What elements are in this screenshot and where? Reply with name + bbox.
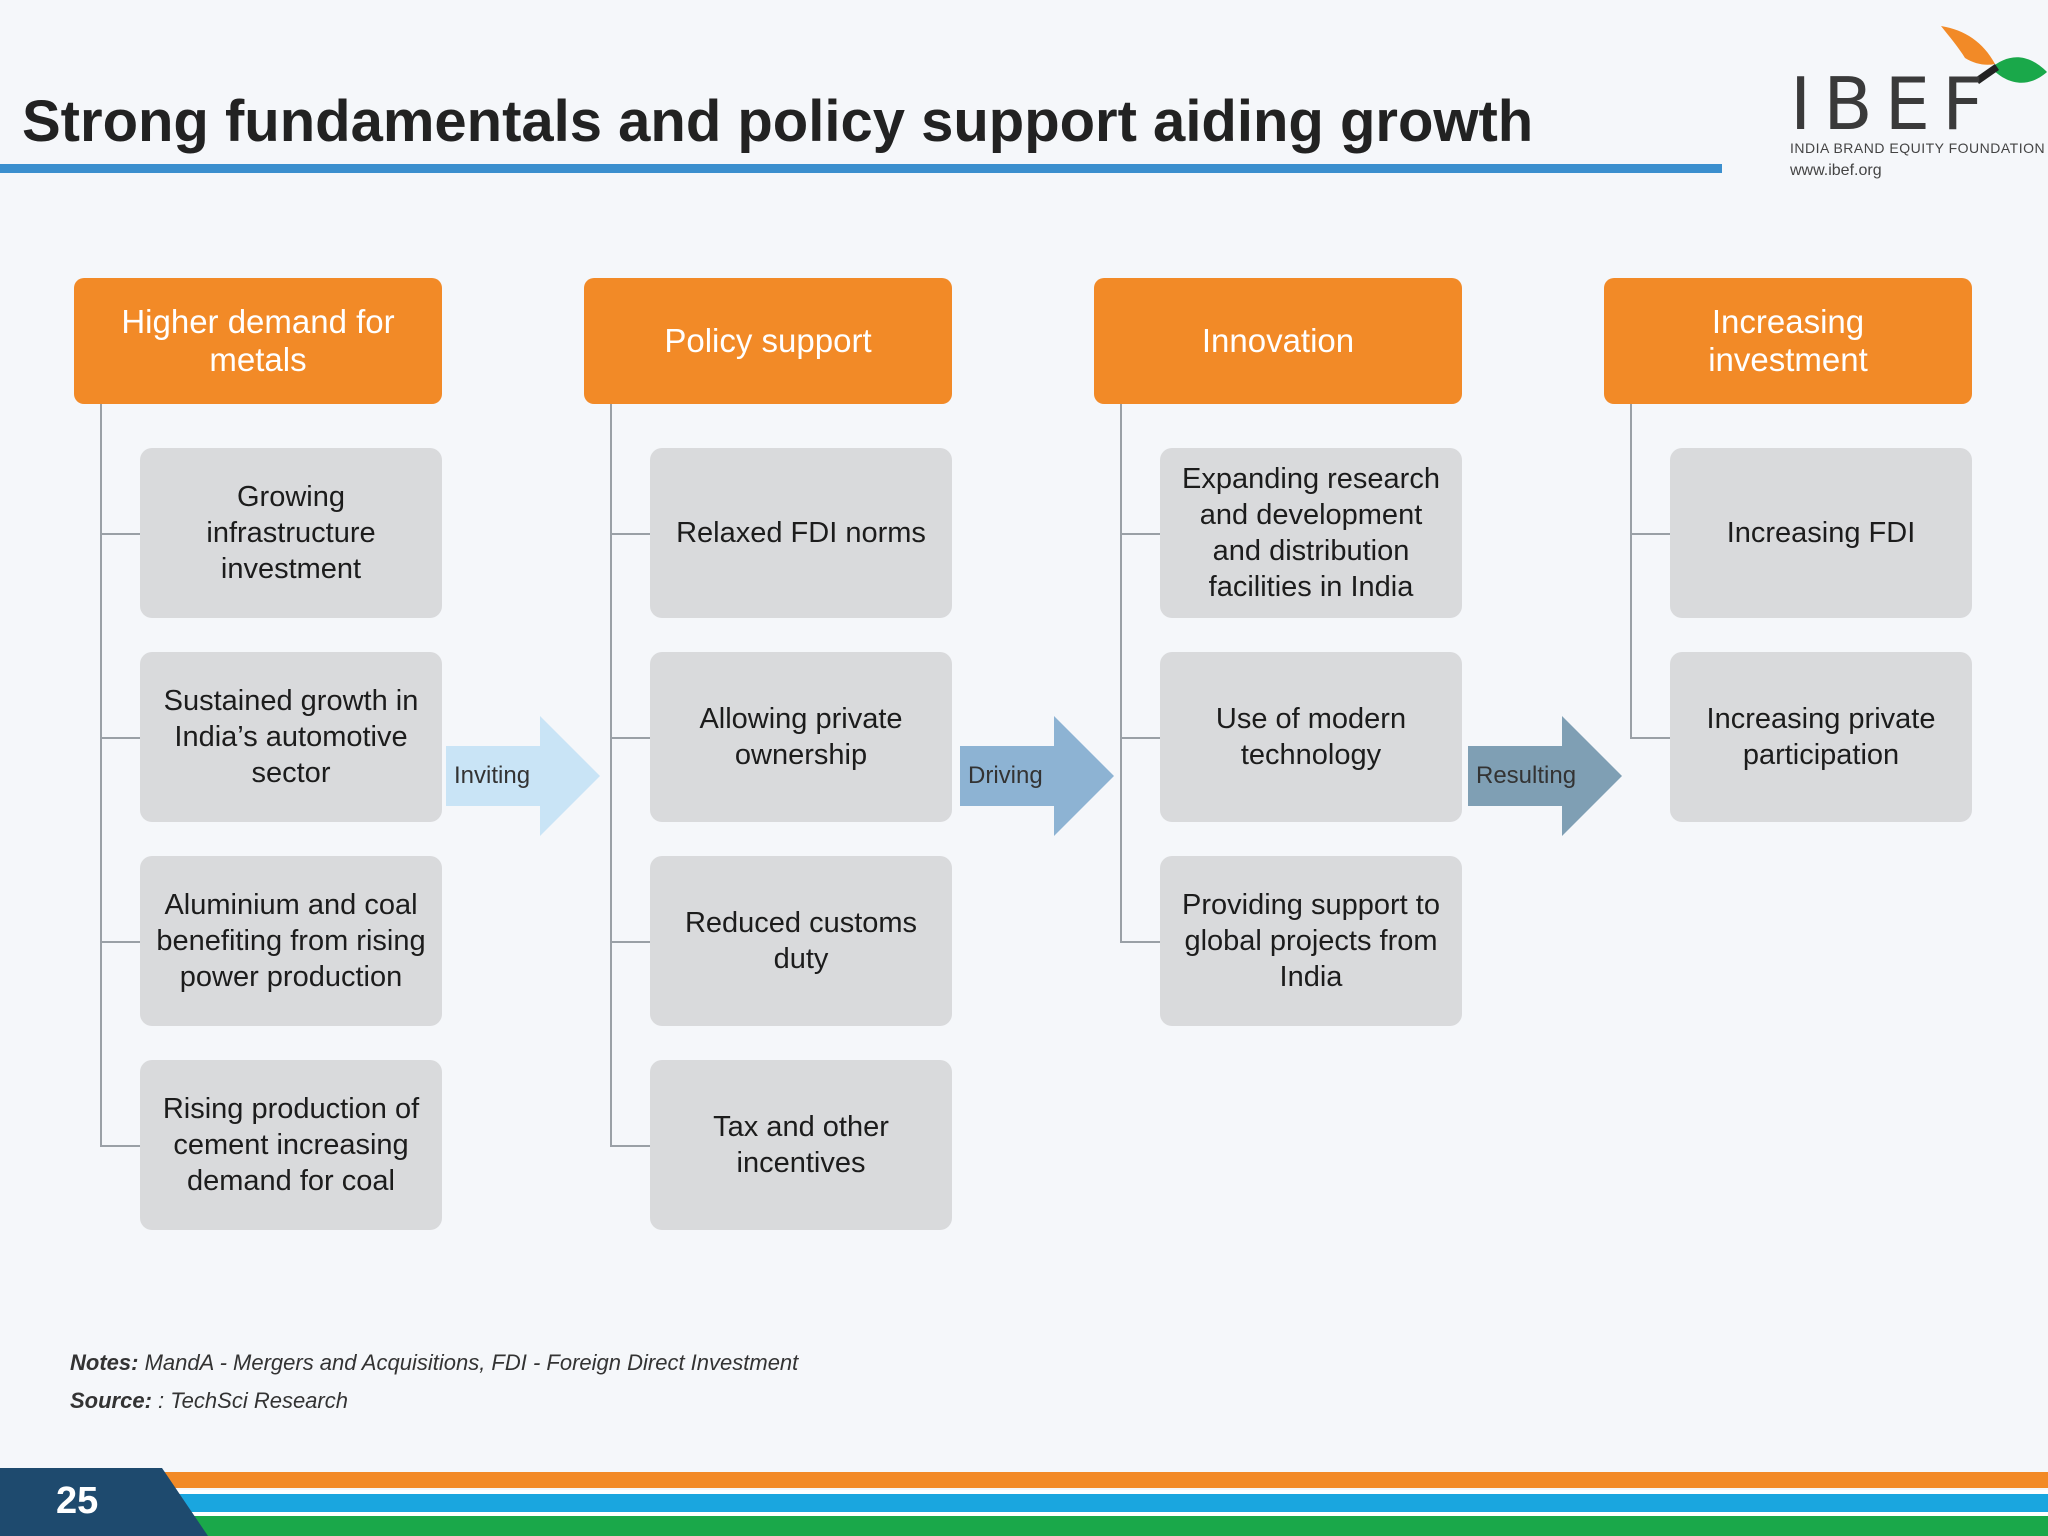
connector-vertical <box>610 404 612 1146</box>
stripe-orange <box>0 1472 2048 1488</box>
connector-horizontal <box>100 941 140 943</box>
connector-vertical <box>100 404 102 1146</box>
connector-horizontal <box>610 533 650 535</box>
arrow-driving: Driving <box>960 716 1120 836</box>
item-box: Reduced customs duty <box>650 856 952 1026</box>
column-header: Policy support <box>584 278 952 404</box>
item-box: Increasing private participation <box>1670 652 1972 822</box>
connector-horizontal <box>100 533 140 535</box>
arrow-shape <box>1468 716 1622 836</box>
footer-stripes <box>0 1468 2048 1536</box>
ibef-logo: IBEF INDIA BRAND EQUITY FOUNDATION www.i… <box>1780 20 2048 190</box>
connector-vertical <box>1630 404 1632 738</box>
arrow-resulting: Resulting <box>1468 716 1628 836</box>
page-number-tab <box>0 1468 208 1536</box>
logo-subtitle: INDIA BRAND EQUITY FOUNDATION <box>1790 140 2046 156</box>
connector-vertical <box>1120 404 1122 942</box>
item-box: Relaxed FDI norms <box>650 448 952 618</box>
logo-url: www.ibef.org <box>1790 162 1882 179</box>
connector-horizontal <box>1120 533 1160 535</box>
connector-horizontal <box>1120 737 1160 739</box>
arrow-label: Inviting <box>454 762 531 789</box>
column-innovation: Innovation Expanding research and develo… <box>1094 278 1664 1238</box>
title-underline <box>0 164 1722 173</box>
right-arrow-icon <box>960 716 1114 836</box>
column-increasing-investment: Increasing investment Increasing FDI Inc… <box>1604 278 2048 1238</box>
notes-line: Notes: MandA - Mergers and Acquisitions,… <box>70 1350 798 1376</box>
item-box: Allowing private ownership <box>650 652 952 822</box>
page-number: 25 <box>56 1480 99 1522</box>
column-header: Innovation <box>1094 278 1462 404</box>
arrow-inviting: Inviting <box>446 716 606 836</box>
connector-horizontal <box>1630 533 1670 535</box>
arrow-shape <box>446 716 600 836</box>
stripe-white <box>0 1512 2048 1516</box>
connector-horizontal <box>1120 941 1160 943</box>
connector-horizontal <box>1630 737 1670 739</box>
right-arrow-icon <box>1468 716 1622 836</box>
item-box: Tax and other incentives <box>650 1060 952 1230</box>
notes-text: MandA - Mergers and Acquisitions, FDI - … <box>138 1350 799 1375</box>
connector-horizontal <box>610 1145 650 1147</box>
right-arrow-icon <box>446 716 600 836</box>
bird-logo-icon <box>1935 20 2048 120</box>
logo-wordmark: IBEF <box>1790 62 1996 146</box>
column-higher-demand: Higher demand for metals Growing infrast… <box>74 278 644 1238</box>
item-box: Growing infrastructure investment <box>140 448 442 618</box>
connector-horizontal <box>610 941 650 943</box>
arrow-shape <box>960 716 1114 836</box>
arrow-label: Driving <box>968 762 1043 789</box>
item-box: Expanding research and development and d… <box>1160 448 1462 618</box>
item-box: Rising production of cement increasing d… <box>140 1060 442 1230</box>
stripe-blue <box>0 1494 2048 1512</box>
column-policy-support: Policy support Relaxed FDI norms Allowin… <box>584 278 1154 1238</box>
column-header: Increasing investment <box>1604 278 1972 404</box>
arrow-label: Resulting <box>1476 762 1577 789</box>
stripe-white <box>0 1490 2048 1494</box>
column-header: Higher demand for metals <box>74 278 442 404</box>
page-title: Strong fundamentals and policy support a… <box>22 89 1534 154</box>
connector-horizontal <box>100 1145 140 1147</box>
item-box: Use of modern technology <box>1160 652 1462 822</box>
connector-horizontal <box>610 737 650 739</box>
source-label: Source: <box>70 1388 152 1413</box>
notes-label: Notes: <box>70 1350 139 1375</box>
item-box: Increasing FDI <box>1670 448 1972 618</box>
item-box: Providing support to global projects fro… <box>1160 856 1462 1026</box>
item-box: Sustained growth in India’s automotive s… <box>140 652 442 822</box>
connector-horizontal <box>100 737 140 739</box>
source-text: : TechSci Research <box>151 1388 348 1413</box>
item-box: Aluminium and coal benefiting from risin… <box>140 856 442 1026</box>
source-line: Source: : TechSci Research <box>70 1388 348 1414</box>
stripe-green <box>0 1516 2048 1536</box>
